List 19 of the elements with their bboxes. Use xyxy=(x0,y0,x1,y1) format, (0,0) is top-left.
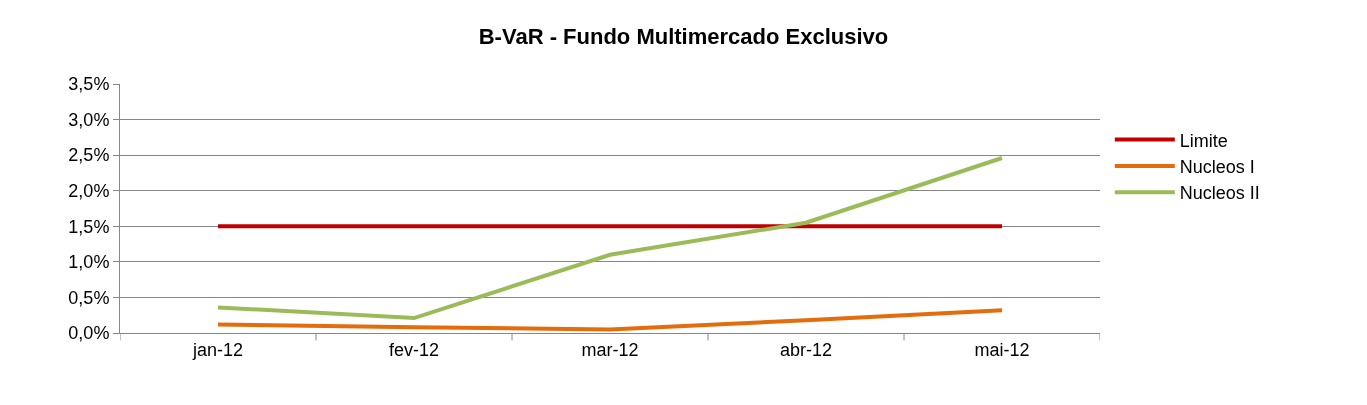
x-tick-label: jan-12 xyxy=(191,339,244,360)
y-tick-label: 0,0% xyxy=(68,323,110,344)
line-series xyxy=(216,308,1004,332)
chart-title: B-VaR - Fundo Multimercado Exclusivo xyxy=(478,23,889,49)
y-tick-label: 2,0% xyxy=(68,181,110,202)
y-tick-label: 3,0% xyxy=(68,109,110,130)
y-tick-label: 2,5% xyxy=(68,145,110,166)
x-tick-label: mai-12 xyxy=(974,339,1030,360)
legend-label: Limite xyxy=(1179,130,1228,151)
legend-label: Nucleos I xyxy=(1179,156,1255,177)
x-tick-label: fev-12 xyxy=(388,339,440,360)
y-tick-label: 1,0% xyxy=(68,252,110,273)
line-series xyxy=(216,155,1004,321)
x-tick-label: abr-12 xyxy=(779,339,833,360)
y-tick-label: 0,5% xyxy=(68,287,110,308)
y-tick-label: 1,5% xyxy=(68,216,110,237)
legend-label: Nucleos II xyxy=(1179,183,1260,204)
x-tick-label: mar-12 xyxy=(581,339,639,360)
y-tick-label: 3,5% xyxy=(68,74,110,95)
